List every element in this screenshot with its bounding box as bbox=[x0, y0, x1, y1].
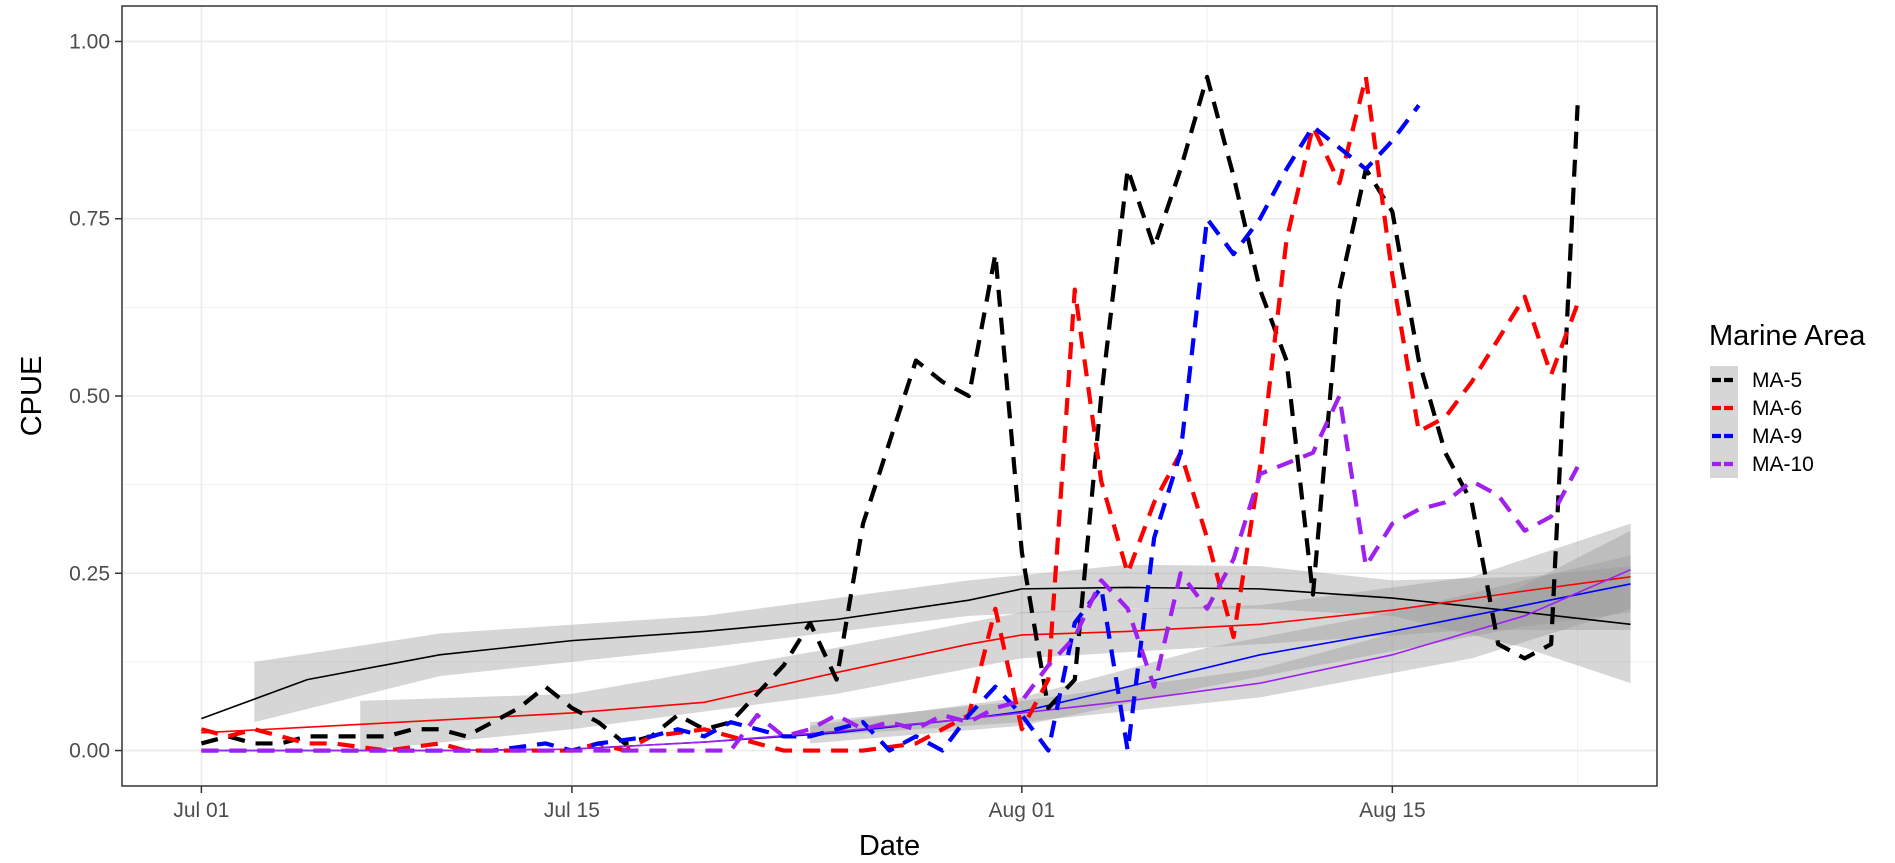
y-axis-title: CPUE bbox=[16, 356, 48, 437]
confidence-band-ma-9 bbox=[810, 555, 1631, 744]
y-tick-label: 0.50 bbox=[69, 385, 110, 408]
plot-grid bbox=[122, 6, 1657, 786]
y-tick-label: 0.00 bbox=[69, 740, 110, 763]
confidence-band-ma-6 bbox=[360, 523, 1631, 751]
series-line-ma-9 bbox=[201, 104, 1421, 753]
plot-data-lines bbox=[200, 74, 1580, 753]
y-tick-label: 1.00 bbox=[69, 30, 110, 53]
confidence-band-ma-5 bbox=[254, 564, 1631, 723]
legend-items: MA-5 MA-6 MA-9 MA-10 bbox=[1710, 366, 1814, 478]
y-tick-label: 0.75 bbox=[69, 208, 110, 231]
legend-label-ma-6: MA-6 bbox=[1752, 397, 1802, 420]
axes: 0.00 0.25 0.50 0.75 1.00 Jul 01 Jul 15 Aug 01 Au… bbox=[69, 30, 1426, 822]
x-tick-label: Aug 01 bbox=[989, 799, 1056, 822]
smooth-line-ma-5 bbox=[201, 586, 1631, 720]
x-tick-label: Jul 15 bbox=[544, 799, 600, 822]
legend-label-ma-10: MA-10 bbox=[1752, 453, 1814, 476]
legend-title: Marine Area bbox=[1709, 320, 1866, 352]
x-tick-label: Aug 15 bbox=[1359, 799, 1426, 822]
legend: Marine Area MA-5 MA-6 MA-9 MA-10 bbox=[1709, 320, 1866, 478]
y-tick-label: 0.25 bbox=[69, 562, 110, 585]
series-line-ma-10 bbox=[201, 393, 1580, 753]
x-axis-title: Date bbox=[859, 830, 920, 862]
series-line-ma-5 bbox=[200, 74, 1580, 746]
legend-label-ma-9: MA-9 bbox=[1752, 425, 1802, 448]
legend-label-ma-5: MA-5 bbox=[1752, 369, 1802, 392]
x-tick-label: Jul 01 bbox=[173, 799, 229, 822]
smooth-line-ma-6 bbox=[201, 576, 1631, 734]
